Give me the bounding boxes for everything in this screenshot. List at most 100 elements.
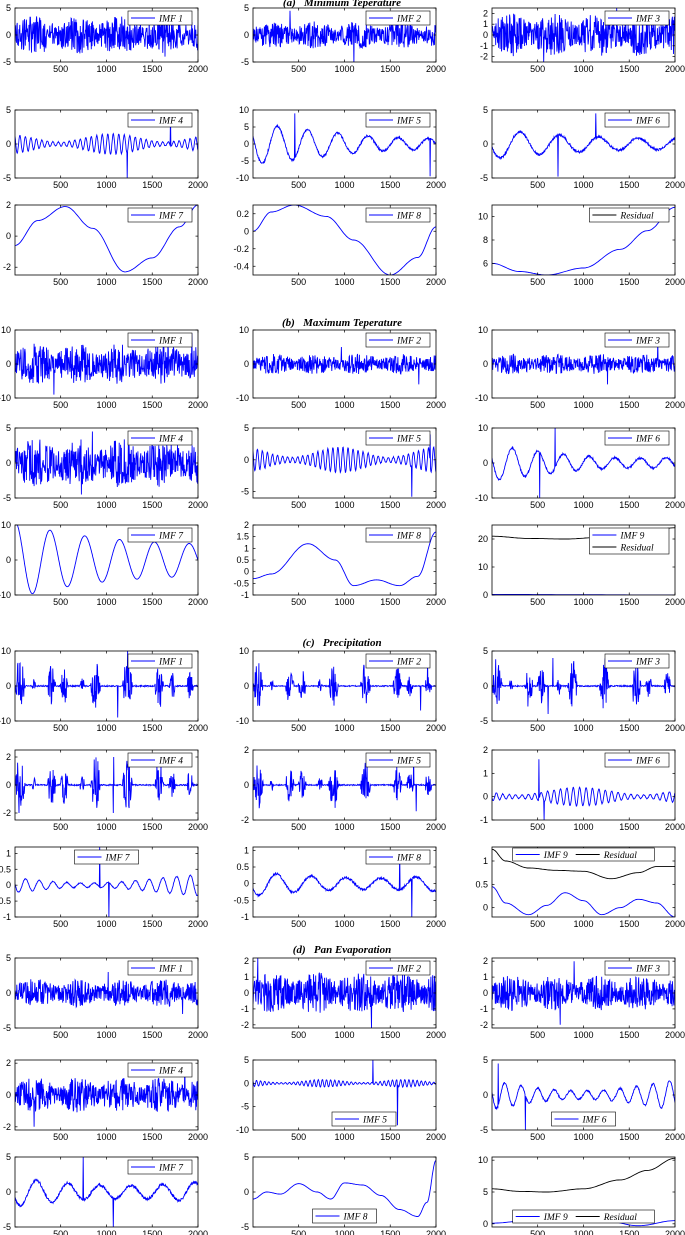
chart-b6: 500 1000 1500 2000 -10 0 10 IMF 6 [475, 423, 685, 510]
x-tick-label-c6-2000: 2000 [665, 822, 685, 832]
y-tick-label-a5--5: -5 [241, 156, 249, 166]
y-tick-label-a1-5: 5 [6, 3, 11, 13]
chart-c6: 500 1000 1500 2000 -1 0 1 2 IMF 6 [480, 745, 685, 832]
legend-box-a1 [127, 10, 193, 26]
x-tick-label-a4-500: 500 [53, 180, 68, 190]
x-tick-label-b3-1000: 1000 [573, 400, 593, 410]
y-tick-label-c8-1: 1 [244, 845, 249, 855]
x-tick-label-d7-1500: 1500 [142, 1229, 162, 1235]
chart-d4: 500 1000 1500 2000 -2 0 2 IMF 4 [3, 1058, 208, 1142]
y-tick-label-a3-2: 2 [483, 8, 488, 18]
chart-c2: 500 1000 1500 2000 -10 0 10 IMF 2 [236, 646, 446, 733]
y-tick-label-d5--5: -5 [241, 1102, 249, 1112]
x-tick-label-d2-500: 500 [291, 1030, 306, 1040]
chart-c3: 500 1000 1500 2000 -5 0 5 IMF 3 [480, 646, 685, 733]
x-tick-label-a3-1500: 1500 [619, 64, 639, 74]
legend-box-d6 [551, 1111, 616, 1127]
series-line-c4-0 [15, 756, 198, 814]
legend-box-d1 [127, 960, 193, 976]
series-line-d9-1 [492, 1157, 675, 1193]
y-tick-label-a5-0: 0 [244, 139, 249, 149]
chart-b9: 500 1000 1500 2000 0 10 20 IMF 9 Residual [478, 524, 685, 607]
x-tick-label-d7-2000: 2000 [188, 1229, 208, 1235]
legend-box-c8 [365, 849, 431, 865]
legend-box-b2 [365, 332, 431, 348]
y-tick-label-d5--10: -10 [236, 1125, 249, 1135]
x-tick-label-b7-1500: 1500 [142, 597, 162, 607]
y-tick-label-c2-10: 10 [239, 646, 249, 656]
y-tick-label-b9-20: 20 [478, 534, 488, 544]
series-line-a3-0 [492, 8, 675, 62]
y-tick-label-d3-0: 0 [483, 988, 488, 998]
x-tick-label-b7-500: 500 [53, 597, 68, 607]
y-tick-label-a8--0.2: -0.2 [233, 244, 249, 254]
section-title-c: (c) Precipitation [302, 637, 382, 649]
chart-c8: 500 1000 1500 2000 -1 -0.5 0 0.5 1 IMF 8 [233, 845, 446, 929]
y-tick-label-d1--5: -5 [3, 1023, 11, 1033]
legend-box-c5 [365, 752, 431, 768]
legend-label-b1-0: IMF 1 [158, 336, 183, 346]
series-line-c6-0 [492, 759, 675, 820]
series-line-a6-0 [492, 113, 675, 177]
chart-c5: 500 1000 1500 2000 -2 0 2 IMF 5 [241, 745, 446, 832]
legend-box-d8 [312, 1208, 377, 1224]
y-tick-label-a7-0: 0 [6, 231, 11, 241]
x-tick-label-c5-500: 500 [291, 822, 306, 832]
x-tick-label-c1-1500: 1500 [142, 723, 162, 733]
legend-box-d7 [127, 1159, 193, 1175]
legend-label-c3-0: IMF 3 [635, 657, 660, 667]
x-tick-label-c5-1000: 1000 [334, 822, 354, 832]
y-tick-label-a7-2: 2 [6, 200, 11, 210]
chart-a4: 500 1000 1500 2000 -5 0 5 IMF 4 [3, 105, 208, 190]
section-title-d: (d) Pan Evaporation [292, 944, 392, 956]
x-tick-label-a9-500: 500 [530, 277, 545, 287]
y-tick-label-b8--1: -1 [241, 590, 249, 600]
series-line-d8-0 [253, 1160, 436, 1217]
legend-label-c4-0: IMF 4 [158, 756, 183, 766]
x-tick-label-d8-2000: 2000 [426, 1229, 446, 1235]
chart-a6: 500 1000 1500 2000 -5 0 5 IMF 6 [480, 105, 685, 190]
x-tick-label-d6-1000: 1000 [573, 1132, 593, 1142]
legend-label-d9-1: Residual [603, 1213, 638, 1223]
y-tick-label-c6-1: 1 [483, 768, 488, 778]
x-tick-label-d3-1000: 1000 [573, 1030, 593, 1040]
legend-label-b9-0: IMF 9 [619, 531, 644, 541]
legend-label-b4-0: IMF 4 [158, 434, 183, 444]
y-tick-label-a9-6: 6 [483, 258, 488, 268]
x-tick-label-b1-500: 500 [53, 400, 68, 410]
x-tick-label-d7-1000: 1000 [96, 1229, 116, 1235]
x-tick-label-c1-1000: 1000 [96, 723, 116, 733]
legend-label-a9-0: Residual [619, 211, 654, 221]
x-tick-label-a3-1000: 1000 [573, 64, 593, 74]
x-tick-label-c9-500: 500 [530, 919, 545, 929]
x-tick-label-b9-1500: 1500 [619, 597, 639, 607]
chart-c7: 500 1000 1500 2000 -1 -0.5 0 0.5 1 IMF 7 [0, 846, 208, 929]
y-tick-label-d9-5: 5 [483, 1187, 488, 1197]
x-tick-label-a5-1500: 1500 [380, 180, 400, 190]
y-tick-label-c1--10: -10 [0, 716, 11, 726]
legend-label-c2-0: IMF 2 [396, 657, 421, 667]
x-tick-label-d8-1000: 1000 [334, 1229, 354, 1235]
series-line-c9-1 [492, 848, 675, 880]
x-tick-label-a1-1500: 1500 [142, 64, 162, 74]
y-tick-label-b8-1: 1 [244, 543, 249, 553]
x-tick-label-b1-1500: 1500 [142, 400, 162, 410]
legend-box-b7 [127, 527, 193, 543]
chart-b2: 500 1000 1500 2000 -10 0 10 IMF 2 [236, 325, 446, 410]
series-line-a1-0 [15, 13, 198, 57]
y-tick-label-d9-0: 0 [483, 1219, 488, 1229]
x-tick-label-b4-1000: 1000 [96, 500, 116, 510]
legend-box-a8 [365, 207, 431, 223]
x-tick-label-d2-1500: 1500 [380, 1030, 400, 1040]
y-tick-label-a4--5: -5 [3, 173, 11, 183]
x-tick-label-d9-500: 500 [530, 1229, 545, 1235]
series-line-d6-0 [492, 1063, 675, 1130]
x-tick-label-d9-1500: 1500 [619, 1229, 639, 1235]
chart-b3: 500 1000 1500 2000 -10 0 10 IMF 3 [475, 325, 685, 410]
x-tick-label-d2-2000: 2000 [426, 1030, 446, 1040]
y-tick-label-b7-10: 10 [1, 520, 11, 530]
x-tick-label-a1-2000: 2000 [188, 64, 208, 74]
y-tick-label-d1-0: 0 [6, 988, 11, 998]
y-tick-label-a5-10: 10 [239, 105, 249, 115]
y-tick-label-a9-8: 8 [483, 235, 488, 245]
